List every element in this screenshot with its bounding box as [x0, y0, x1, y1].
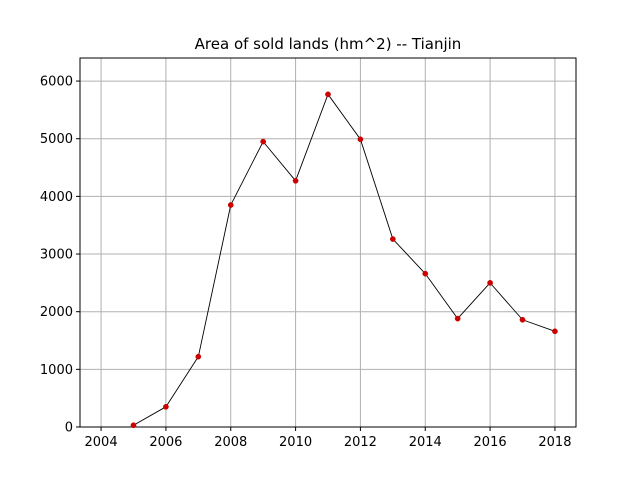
x-tick-label: 2008 [214, 435, 247, 450]
y-tick-label: 5000 [40, 132, 73, 147]
data-point [292, 177, 299, 184]
x-tick-label: 2014 [409, 435, 442, 450]
y-tick-label: 6000 [40, 75, 73, 90]
data-point [163, 403, 169, 410]
x-tick-label: 2006 [149, 435, 182, 450]
data-point [325, 91, 331, 98]
x-tick-label: 2012 [344, 435, 377, 450]
plot-frame [79, 57, 577, 428]
data-point [552, 328, 558, 335]
data-point [260, 138, 267, 145]
data-point [130, 422, 137, 429]
data-point [422, 270, 429, 277]
y-tick-label: 1000 [40, 363, 73, 378]
y-tick-label: 0 [65, 421, 73, 436]
data-point [195, 353, 202, 360]
y-tick-label: 2000 [40, 305, 73, 320]
x-tick-label: 2016 [474, 435, 507, 450]
axes: 2004 2006 2008 2010 2012 2014 2016 2018 0 1000 200… [40, 75, 572, 450]
data-point [227, 202, 234, 208]
x-tick-label: 2004 [85, 435, 118, 450]
data-point [454, 315, 461, 322]
chart-title: Area of sold lands (hm^2) -- Tianjin [195, 35, 462, 53]
data-point [389, 236, 396, 242]
y-tick-label: 4000 [40, 190, 73, 205]
data-point [487, 280, 493, 286]
data-point [357, 136, 364, 143]
y-tick-label: 3000 [40, 248, 73, 263]
series-group [130, 91, 558, 429]
x-tick-label: 2010 [279, 435, 312, 450]
data-point [519, 316, 526, 323]
series-line [133, 93, 556, 426]
grid-lines [80, 58, 576, 428]
x-tick-label: 2018 [538, 435, 571, 450]
